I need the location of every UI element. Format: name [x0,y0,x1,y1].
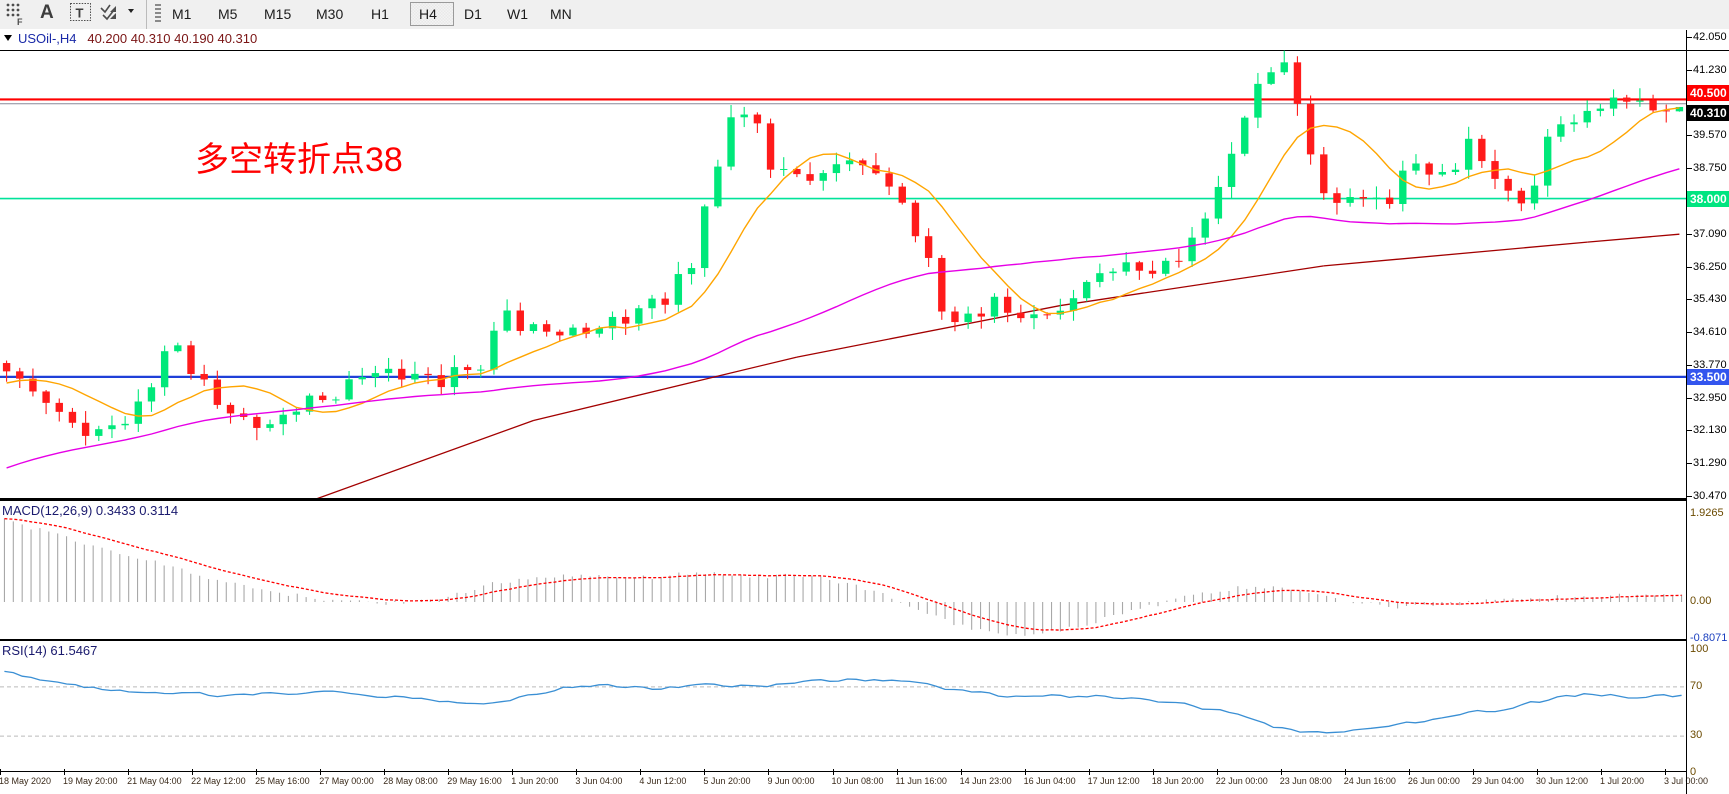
svg-text:F: F [17,17,23,25]
svg-text:T: T [76,6,84,21]
